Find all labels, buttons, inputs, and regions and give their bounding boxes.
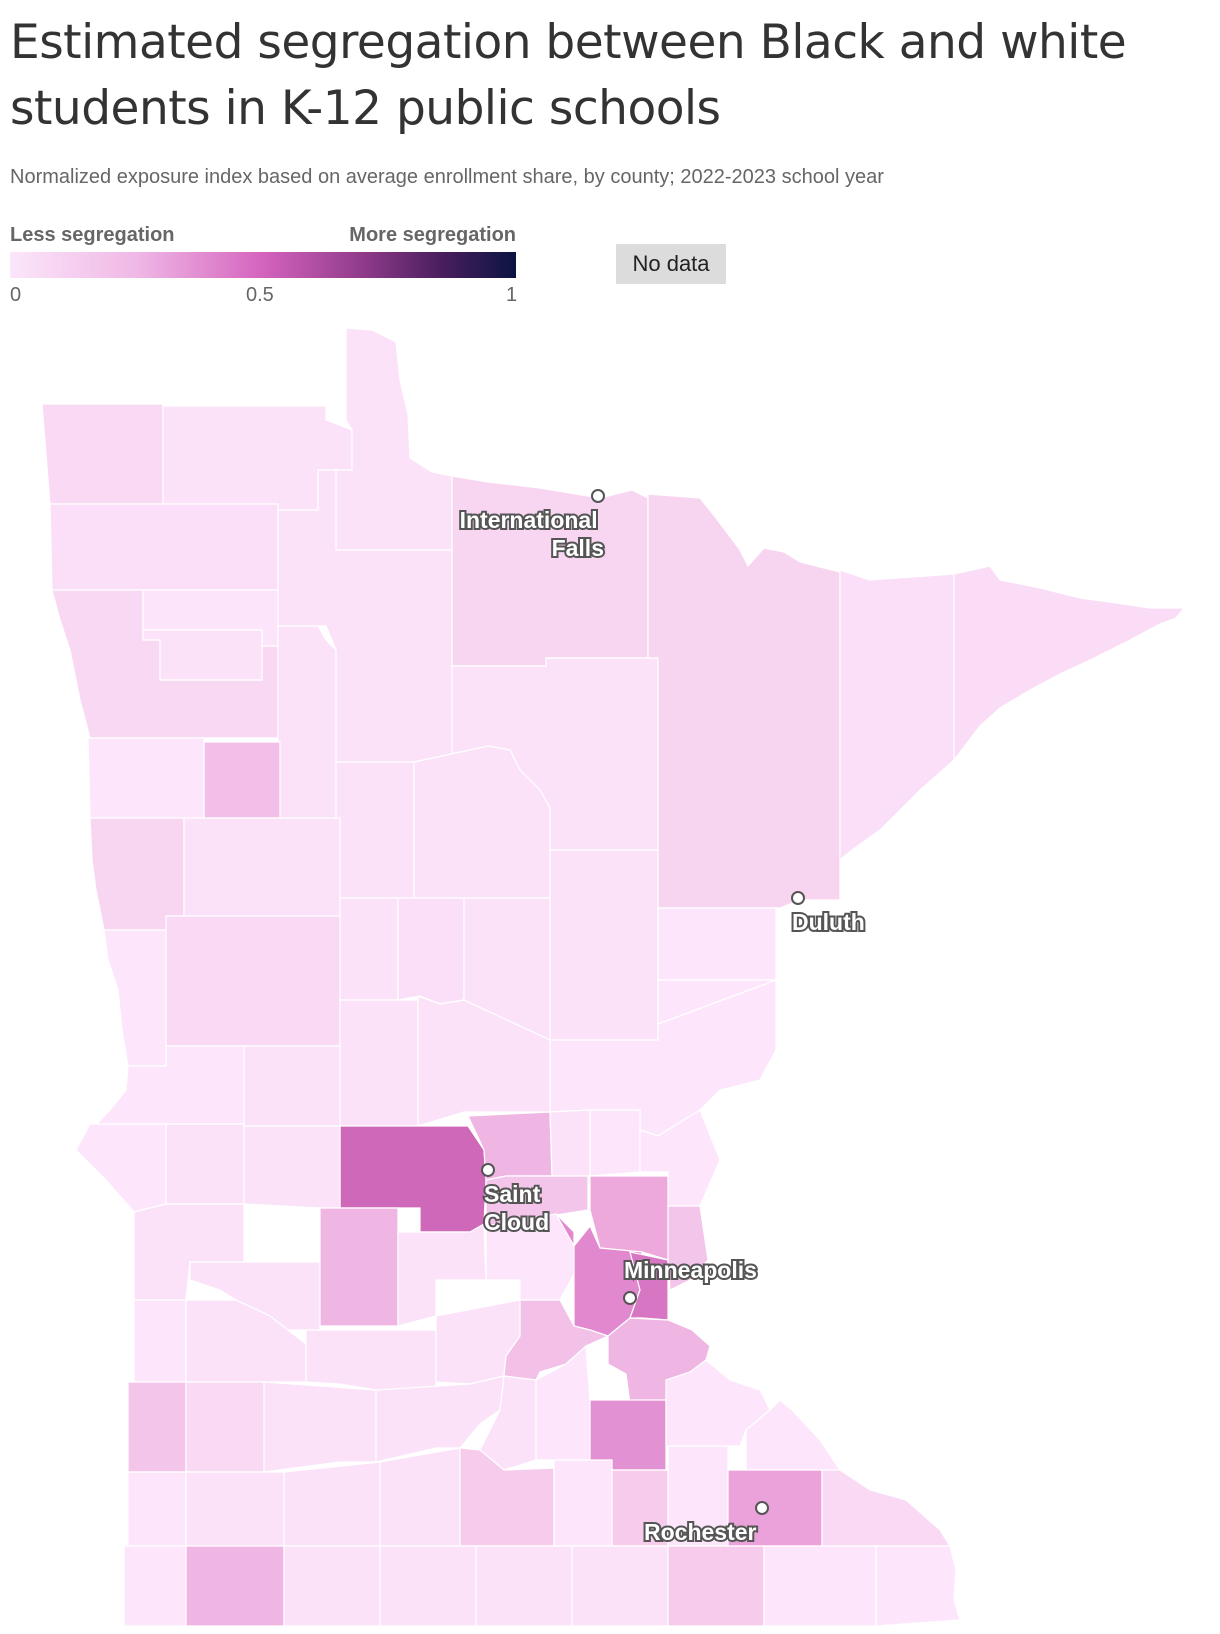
- saint-cloud-label: Saint Cloud: [484, 1181, 549, 1235]
- chart-title: Estimated segregation between Black and …: [10, 15, 1127, 136]
- county: [75, 1123, 167, 1213]
- international-falls-marker: [591, 489, 605, 503]
- chart-subtitle: Normalized exposure index based on avera…: [10, 166, 884, 188]
- legend-tick-0: 0: [10, 284, 22, 306]
- county: [127, 1381, 187, 1473]
- county: [397, 897, 465, 1005]
- county: [335, 761, 415, 899]
- legend-high-label: More segregation: [349, 224, 516, 246]
- county: [185, 1545, 285, 1627]
- county: [839, 569, 955, 862]
- county: [319, 1207, 399, 1327]
- legend-gradient-bar: [10, 252, 516, 278]
- county: [263, 1381, 377, 1473]
- county: [875, 1545, 961, 1627]
- county: [339, 999, 419, 1127]
- county: [49, 503, 279, 591]
- county: [41, 403, 164, 505]
- county: [283, 1545, 381, 1627]
- county: [123, 1545, 187, 1627]
- county-layer: [41, 327, 1186, 1627]
- county: [549, 1109, 591, 1177]
- duluth-label: Duluth: [792, 909, 865, 935]
- county: [475, 1545, 573, 1627]
- county: [243, 1125, 341, 1209]
- saint-cloud-marker: [481, 1163, 495, 1177]
- county: [185, 1471, 285, 1547]
- county: [763, 1545, 877, 1627]
- minneapolis-marker: [623, 1291, 637, 1305]
- county: [379, 1447, 461, 1547]
- county: [335, 327, 453, 551]
- county: [165, 1123, 245, 1205]
- rochester-label: Rochester: [644, 1519, 757, 1545]
- county: [165, 915, 341, 1047]
- county: [589, 1109, 641, 1177]
- county: [89, 817, 185, 931]
- international-falls-label: International Falls: [460, 507, 604, 561]
- legend-low-label: Less segregation: [10, 224, 175, 246]
- county: [277, 625, 337, 821]
- county: [571, 1545, 669, 1627]
- county: [629, 1251, 669, 1321]
- county: [553, 1459, 613, 1547]
- county: [133, 1299, 187, 1383]
- county: [183, 817, 341, 921]
- county: [103, 929, 167, 1067]
- county: [127, 1471, 187, 1547]
- county: [451, 475, 649, 667]
- duluth-marker: [791, 891, 805, 905]
- minneapolis-label: Minneapolis: [624, 1257, 757, 1283]
- county: [375, 1375, 505, 1463]
- legend-tick-1: 1: [506, 284, 518, 306]
- county: [185, 1381, 265, 1473]
- county: [647, 493, 841, 909]
- county: [821, 1469, 952, 1547]
- county: [549, 849, 659, 1041]
- county: [657, 907, 777, 981]
- county: [87, 737, 205, 819]
- city-markers: International Falls Duluth Saint Cloud M…: [458, 489, 867, 1547]
- county: [142, 629, 263, 681]
- county: [485, 1175, 589, 1227]
- county: [589, 1175, 669, 1261]
- county: [339, 897, 399, 1001]
- county: [243, 1045, 341, 1127]
- county: [667, 1545, 765, 1627]
- county: [953, 565, 1186, 762]
- rochester-marker: [755, 1501, 769, 1515]
- county: [203, 741, 281, 819]
- no-data-legend: No data: [616, 244, 726, 284]
- legend-tick-05: 0.5: [246, 284, 274, 306]
- county: [379, 1545, 477, 1627]
- county: [283, 1461, 381, 1547]
- county: [657, 979, 777, 1025]
